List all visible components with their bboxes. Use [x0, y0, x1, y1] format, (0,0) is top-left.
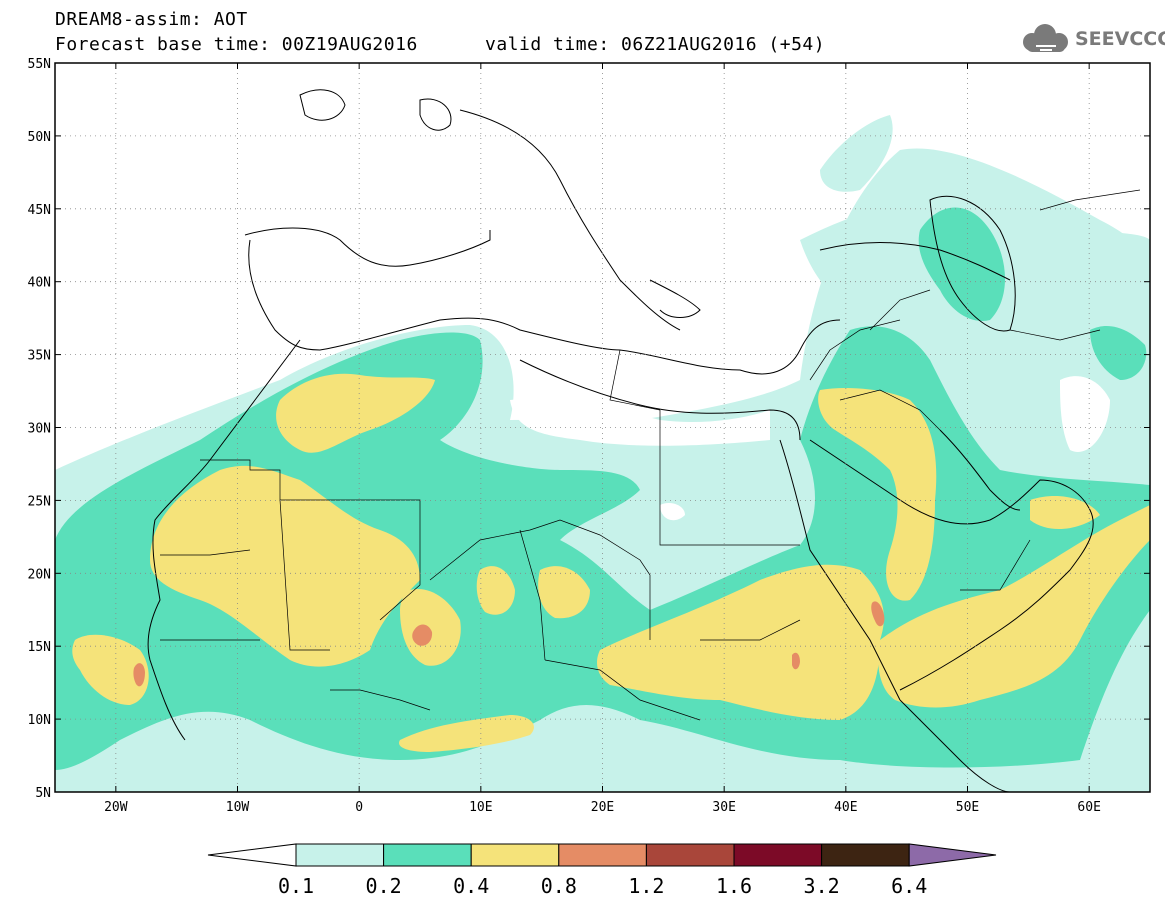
map-title: DREAM8-assim: AOT — [55, 9, 248, 30]
lat-tick-label: 40N — [28, 276, 51, 291]
lat-tick-label: 5N — [35, 786, 51, 801]
colorbar-label: 6.4 — [891, 874, 927, 898]
logo-text: SEEVCCC — [1075, 28, 1165, 50]
colorbar-segment — [470, 843, 560, 867]
colorbar-label: 0.1 — [278, 874, 314, 898]
lat-tick-label: 35N — [28, 349, 51, 364]
colorbar-label: 1.6 — [716, 874, 752, 898]
lon-tick-label: 60E — [1077, 800, 1100, 815]
colorbar-label: 0.4 — [453, 874, 489, 898]
colorbar-segment — [558, 843, 647, 867]
lat-tick-label: 55N — [28, 57, 51, 72]
lon-tick-label: 20W — [104, 800, 128, 815]
lat-tick-label: 45N — [28, 203, 51, 218]
colorbar-segment — [821, 843, 910, 867]
lat-tick-label: 20N — [28, 567, 51, 582]
colorbar: 0.1 0.2 0.4 0.8 1.2 1.6 3.2 6.4 — [207, 843, 997, 898]
valid-time: valid time: 06Z21AUG2016 (+54) — [485, 34, 826, 55]
lat-tick-label: 25N — [28, 494, 51, 509]
country-borders — [160, 189, 1141, 721]
lon-tick-label: 50E — [956, 800, 979, 815]
cloud-icon — [1023, 24, 1068, 52]
lon-tick-label: 0 — [355, 800, 363, 815]
colorbar-label: 3.2 — [804, 874, 840, 898]
forecast-base-time: Forecast base time: 00Z19AUG2016 — [55, 34, 418, 55]
colorbar-over-arrow — [908, 843, 997, 867]
lon-tick-label: 10E — [469, 800, 492, 815]
colorbar-segment — [383, 843, 472, 867]
colorbar-segment — [733, 843, 823, 867]
lon-tick-label: 10W — [226, 800, 250, 815]
lat-tick-label: 15N — [28, 640, 51, 655]
lat-tick-label: 30N — [28, 422, 51, 437]
lon-tick-label: 30E — [712, 800, 735, 815]
lat-tick-label: 10N — [28, 713, 51, 728]
colorbar-segment — [645, 843, 735, 867]
colorbar-segment — [295, 843, 385, 867]
colorbar-label: 0.8 — [541, 874, 577, 898]
aot-band-0.8 — [412, 624, 433, 646]
latitude-ticks: 5N 10N 15N 20N 25N 30N 35N 40N 45N 50N 55N — [28, 57, 1150, 801]
colorbar-under-arrow — [207, 843, 297, 867]
longitude-ticks: 20W 10W 0 10E 20E 30E 40E 50E 60E — [104, 63, 1101, 815]
aot-field — [55, 63, 1150, 792]
colorbar-label: 1.2 — [628, 874, 664, 898]
lat-tick-label: 50N — [28, 130, 51, 145]
lon-tick-label: 20E — [591, 800, 614, 815]
lon-tick-label: 40E — [834, 800, 857, 815]
colorbar-label: 0.2 — [366, 874, 402, 898]
aot-band-0.4 — [150, 465, 420, 667]
